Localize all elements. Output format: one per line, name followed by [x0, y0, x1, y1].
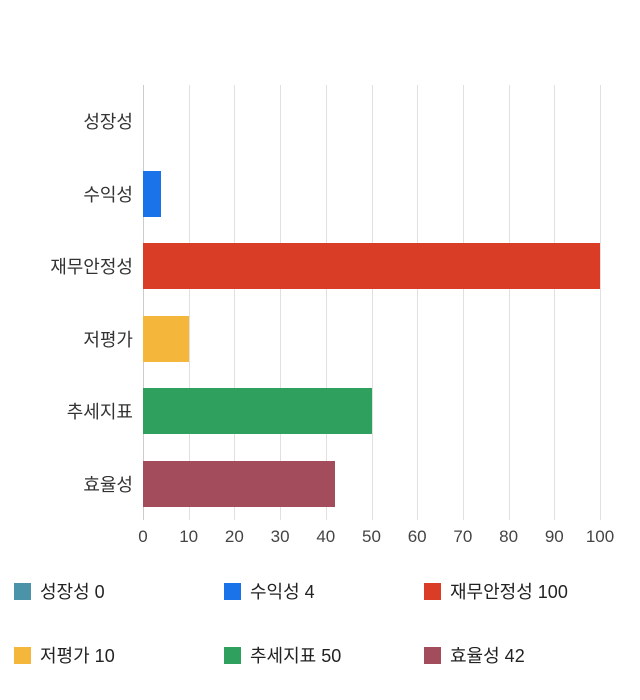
legend: 성장성 0 수익성 4 재무안정성 100 저평가 10 추세지표 50 효율성 42 — [14, 578, 626, 668]
gridline — [554, 85, 556, 520]
legend-label: 효율성 42 — [450, 646, 525, 666]
legend-swatch — [424, 646, 441, 664]
gridline — [417, 85, 419, 520]
category-label: 성장성 — [83, 112, 133, 133]
chart-rows — [143, 85, 600, 520]
category-label: 저평가 — [83, 329, 133, 350]
bar-row — [143, 375, 600, 448]
legend-swatch — [224, 582, 241, 600]
bar[interactable] — [143, 388, 372, 435]
category-label: 수익성 — [83, 184, 133, 205]
x-axis-tick-label: 60 — [407, 527, 427, 546]
legend-label: 성장성 0 — [40, 582, 105, 602]
gridline — [188, 85, 190, 520]
x-axis-tick-label: 30 — [270, 527, 290, 546]
legend-item: 수익성 4 — [224, 578, 424, 604]
legend-item: 저평가 10 — [14, 642, 224, 668]
bar[interactable] — [143, 243, 600, 290]
x-axis-tick-label: 40 — [316, 527, 336, 546]
legend-label: 수익성 4 — [250, 582, 315, 602]
gridline — [600, 85, 601, 520]
gridline — [508, 85, 510, 520]
x-axis-tick-label: 0 — [138, 527, 148, 546]
legend-label: 재무안정성 100 — [450, 582, 568, 602]
legend-swatch — [224, 646, 241, 664]
gridline — [143, 85, 144, 520]
legend-swatch — [14, 582, 31, 600]
bar-row — [143, 85, 600, 158]
category-label: 재무안정성 — [50, 257, 133, 278]
x-axis: 0 10 20 30 40 50 60 70 80 90 100 — [138, 527, 614, 551]
legend-label: 추세지표 50 — [250, 646, 342, 666]
plot-area — [143, 85, 601, 520]
bar-row — [143, 158, 600, 231]
bar-row — [143, 230, 600, 303]
gridline — [280, 85, 282, 520]
gridline — [234, 85, 236, 520]
legend-item: 효율성 42 — [424, 642, 626, 668]
gridline — [371, 85, 373, 520]
gridline — [325, 85, 327, 520]
bar-row — [143, 303, 600, 376]
category-label: 효율성 — [83, 474, 133, 495]
x-axis-tick-label: 100 — [585, 527, 615, 546]
x-axis-tick-label: 50 — [362, 527, 381, 546]
category-label: 추세지표 — [66, 402, 133, 423]
legend-swatch — [14, 646, 31, 664]
legend-label: 저평가 10 — [40, 646, 115, 666]
bar[interactable] — [143, 170, 162, 217]
legend-swatch — [424, 582, 441, 600]
x-axis-tick-label: 10 — [179, 527, 199, 546]
x-axis-tick-label: 80 — [499, 527, 519, 546]
bar[interactable] — [143, 460, 335, 507]
legend-item: 성장성 0 — [14, 578, 224, 604]
legend-item: 재무안정성 100 — [424, 578, 626, 604]
x-axis-tick-label: 90 — [544, 527, 564, 546]
x-axis-tick-label: 20 — [224, 527, 244, 546]
gridline — [462, 85, 464, 520]
x-axis-tick-label: 70 — [453, 527, 473, 546]
bar-row — [143, 448, 600, 521]
legend-item: 추세지표 50 — [224, 642, 424, 668]
bar[interactable] — [143, 315, 189, 362]
